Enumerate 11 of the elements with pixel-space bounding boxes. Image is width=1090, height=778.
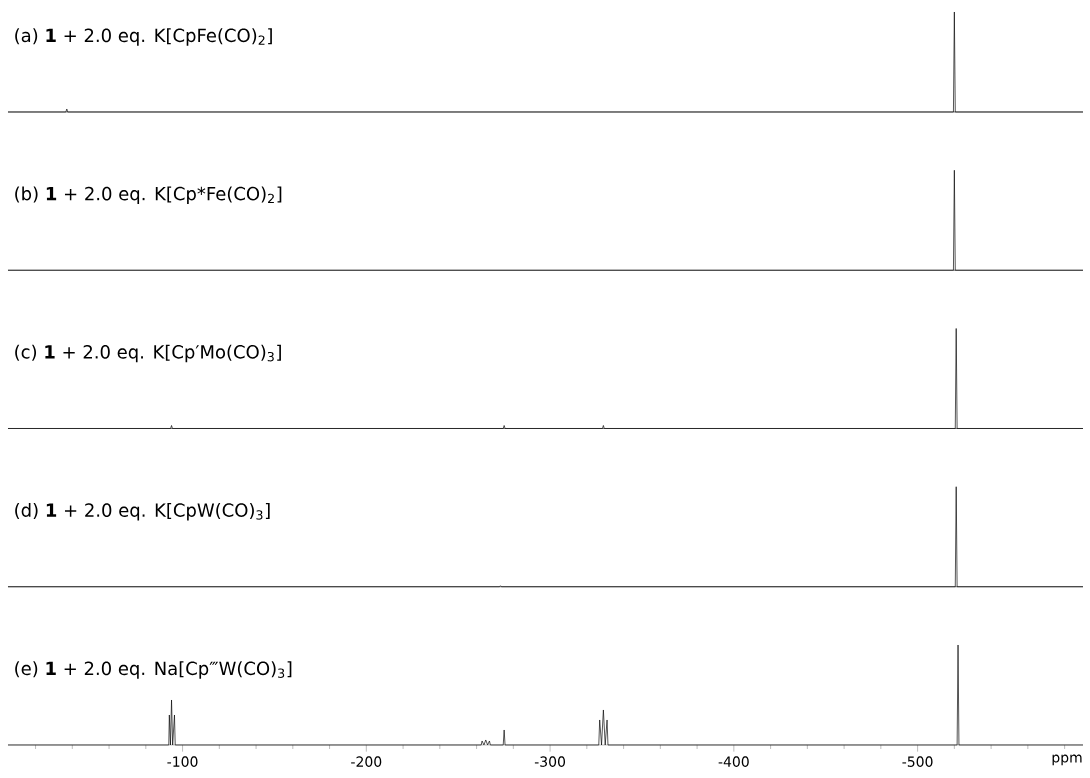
text: (b) 1 + 2.0 eq. K[Cp*Fe(CO)$_{2}$] bbox=[15, 186, 282, 204]
text: (a) 1 + 2.0 eq. K[CpFe(CO)$_{2}$] bbox=[15, 28, 272, 46]
x-tick-label: -300 bbox=[534, 756, 566, 767]
text: (d) 1 + 2.0 eq. K[CpW(CO)$_{3}$] bbox=[15, 503, 270, 521]
text: (e) 1 + 2.0 eq. Na[Cp‴W(CO)$_{3}$] bbox=[15, 661, 292, 679]
x-tick-label: -400 bbox=[718, 756, 749, 767]
x-axis-title: ppm bbox=[1052, 754, 1082, 766]
x-tick-label: -100 bbox=[167, 756, 198, 767]
text: (c) 1 + 2.0 eq. K[Cp′Mo(CO)$_{3}$] bbox=[15, 344, 281, 363]
x-tick-label: -500 bbox=[902, 756, 933, 767]
x-tick-label: -200 bbox=[351, 756, 382, 767]
